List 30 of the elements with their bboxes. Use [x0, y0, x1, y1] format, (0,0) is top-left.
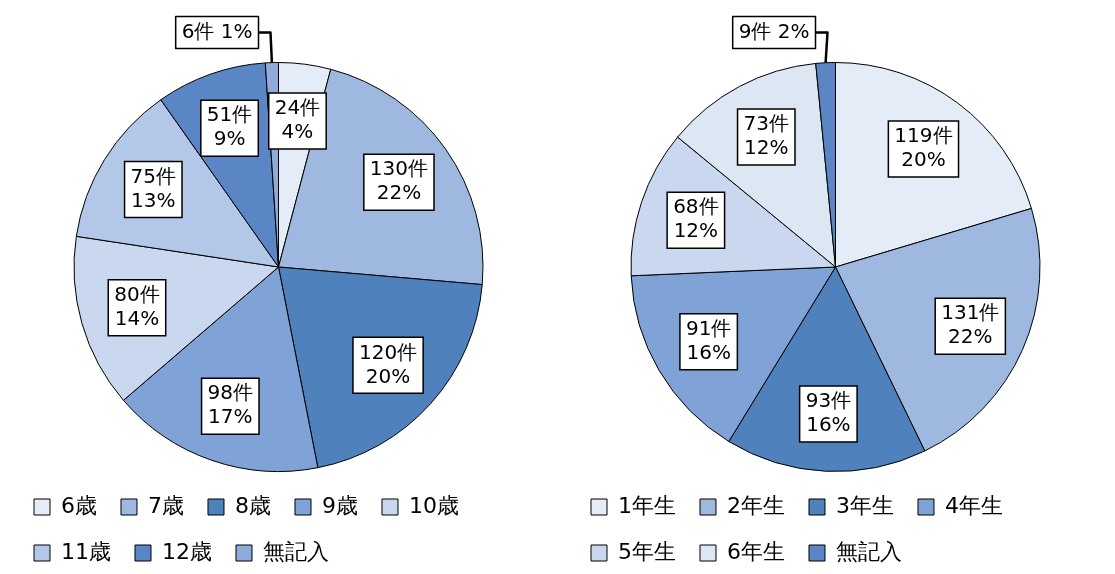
legend-label: 4年生 [944, 492, 1003, 518]
legend-label: 6年生 [727, 538, 785, 564]
legend-label: 3年生 [835, 492, 894, 518]
legend-label: 8歳 [234, 492, 271, 518]
legend-label: 5年生 [618, 538, 676, 564]
data-label: 120件 20% [358, 339, 418, 388]
data-label: 119件 20% [894, 123, 953, 172]
legend-label: 10歳 [408, 492, 459, 518]
legend-label: 11歳 [61, 538, 111, 564]
data-label: 68件 12% [673, 194, 719, 243]
data-label: 9件 2% [738, 18, 810, 43]
data-label: 130件 22% [369, 156, 428, 205]
legend-label: 7歳 [148, 492, 184, 518]
legend-label: 1年生 [618, 492, 676, 518]
legend-label: 無記入 [835, 538, 902, 564]
data-label: 24件 4% [274, 95, 321, 144]
data-label: 75件 13% [130, 163, 177, 212]
data-label: 6件 1% [181, 18, 253, 43]
legend-label: 9歳 [321, 492, 358, 518]
data-label: 98件 17% [207, 380, 254, 429]
legend-label: 6歳 [61, 492, 97, 518]
data-label: 51件 9% [206, 102, 253, 151]
legend-label: 12歳 [161, 538, 212, 564]
data-label: 131件 22% [941, 300, 1000, 349]
data-label: 73件 12% [743, 111, 789, 160]
legend-label: 無記入 [262, 538, 329, 564]
legend-label: 2年生 [727, 492, 785, 518]
data-label: 80件 14% [114, 281, 160, 330]
data-label: 93件 16% [805, 388, 852, 437]
data-label: 91件 16% [685, 315, 732, 364]
